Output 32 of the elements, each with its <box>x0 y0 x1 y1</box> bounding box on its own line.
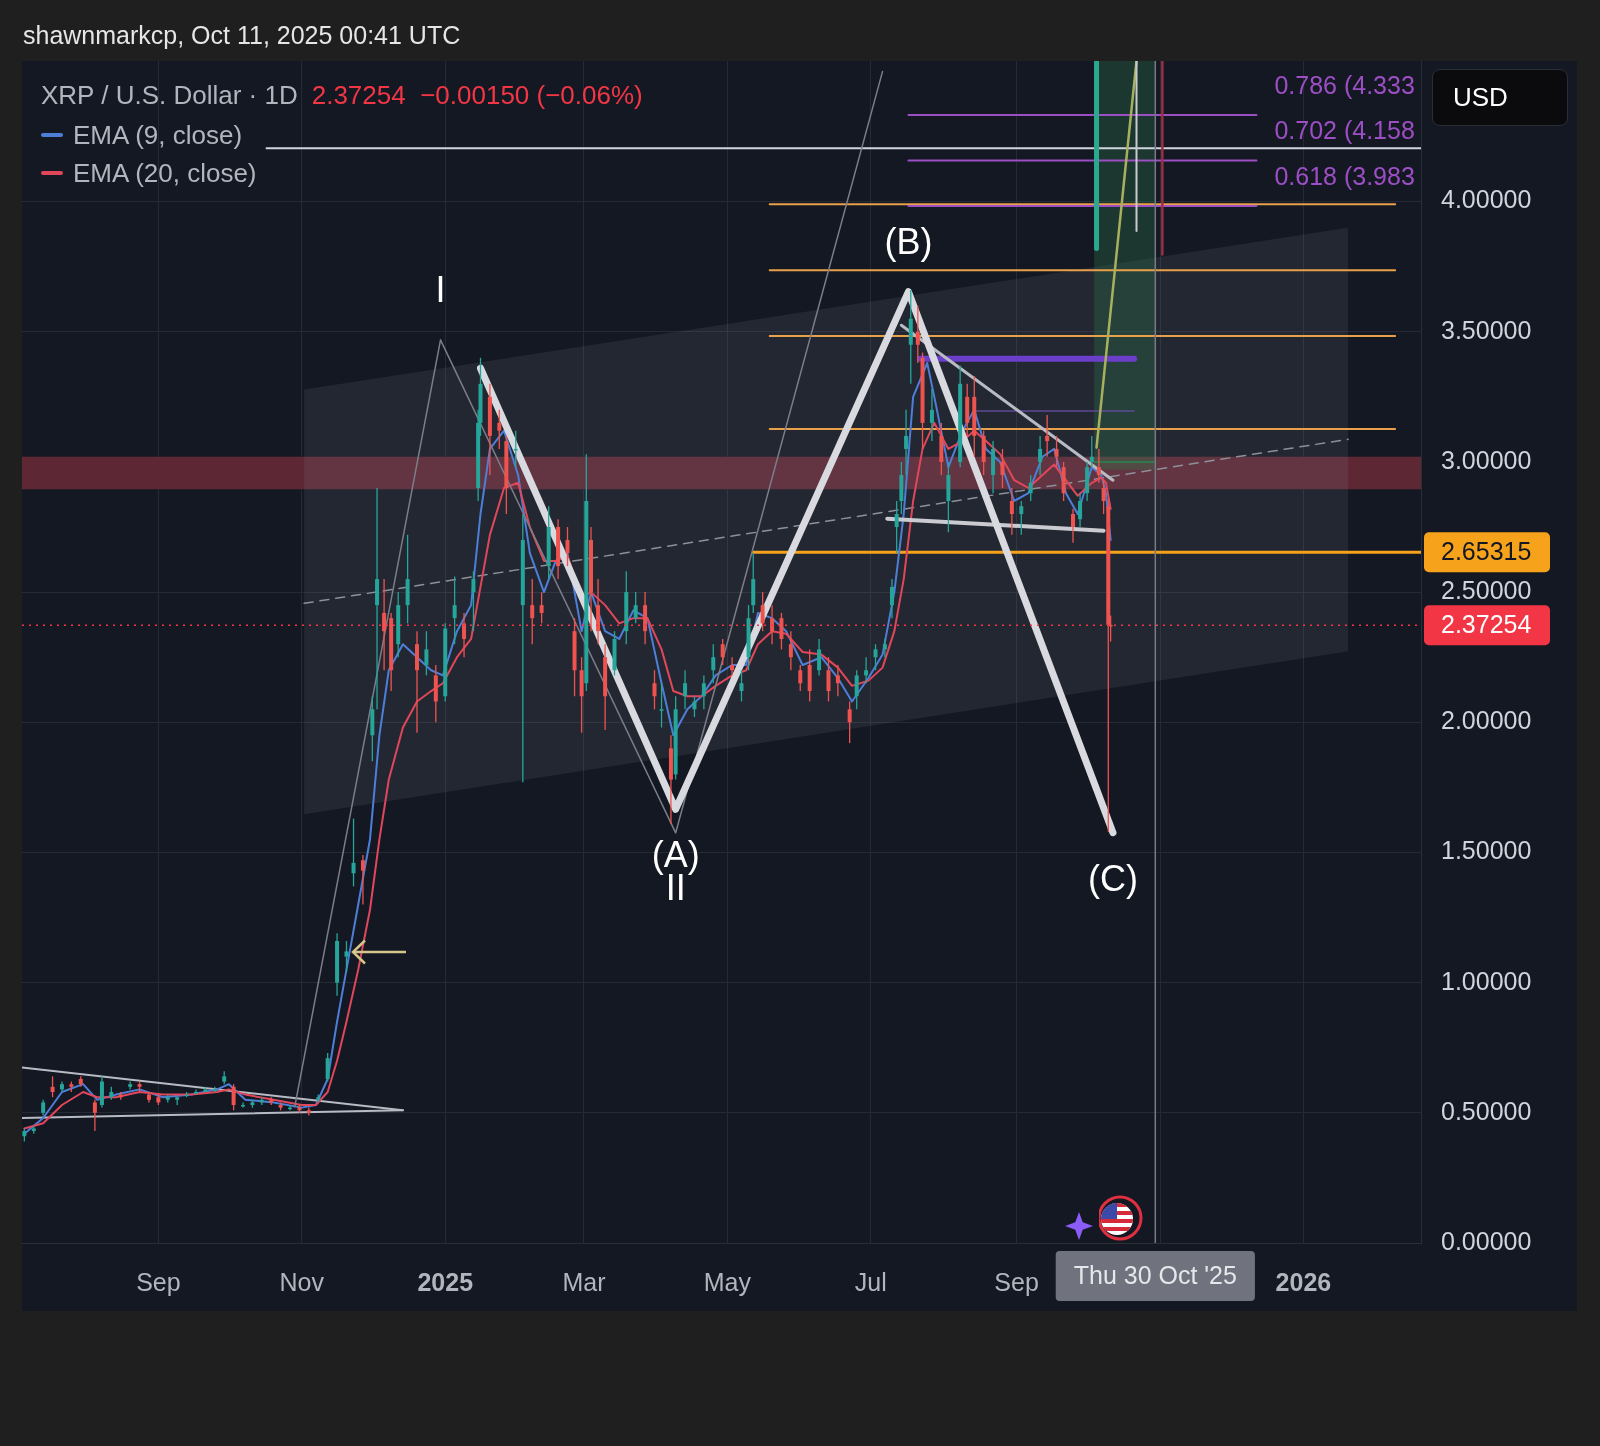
series-label: 0.786 (4.333 <box>1274 70 1415 99</box>
annotation: (C) <box>1087 857 1138 899</box>
ref-line-label: 2.37254 <box>1441 610 1532 639</box>
legend-label: EMA (20, close) <box>73 157 257 190</box>
text: shawnmarkcp, Oct 11, 2025 00:41 UTC <box>23 20 461 51</box>
y-tick-label: 1.00000 <box>1441 966 1532 995</box>
text: XRP / U.S. Dollar · 1D <box>41 79 298 111</box>
x-tick-label: Mar <box>562 1267 606 1296</box>
x-tick-label: Jul <box>854 1267 887 1296</box>
x-tick-label: Sep <box>994 1267 1039 1296</box>
y-tick-label: 2.00000 <box>1441 706 1532 735</box>
text: 2.37254 −0.00150 (−0.06%) <box>311 79 643 111</box>
x-tick-label: 2025 <box>417 1267 474 1296</box>
y-axis-title: USD <box>1432 69 1568 126</box>
y-tick-label: 0.50000 <box>1441 1096 1532 1125</box>
series-label: 0.618 (3.983 <box>1274 161 1415 190</box>
y-tick-label: 4.00000 <box>1441 185 1532 214</box>
ref-line-label: Thu 30 Oct '25 <box>1073 1260 1237 1289</box>
y-tick-label: 3.50000 <box>1441 315 1532 344</box>
annotation: I <box>435 268 446 310</box>
x-tick-label: Nov <box>279 1267 325 1296</box>
series-label: 2.65315 <box>1441 537 1532 566</box>
x-tick-label: 2026 <box>1275 1267 1332 1296</box>
x-tick-label: May <box>703 1267 752 1296</box>
y-tick-label: 2.50000 <box>1441 576 1532 605</box>
series-label: 0.702 (4.158 <box>1274 116 1415 145</box>
y-tick-label: 1.50000 <box>1441 836 1532 865</box>
y-tick-label: 0.00000 <box>1441 1226 1532 1255</box>
annotation: (B) <box>884 220 933 262</box>
legend-label: EMA (9, close) <box>73 119 243 152</box>
x-tick-label: Sep <box>136 1267 181 1296</box>
y-tick-label: 3.00000 <box>1441 445 1532 474</box>
